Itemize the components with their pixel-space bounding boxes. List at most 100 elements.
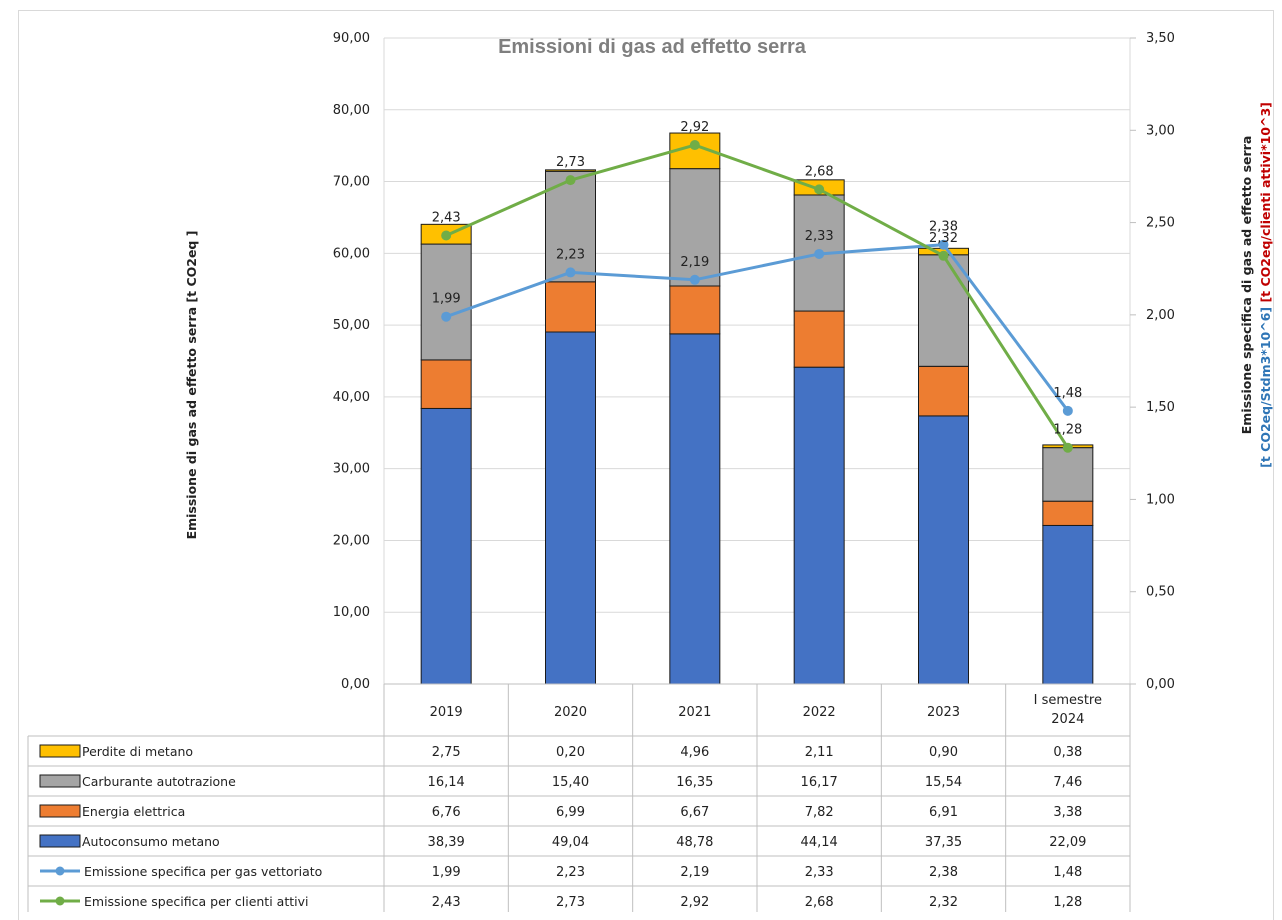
bar-segment	[793, 310, 845, 368]
table-cell: 2,43	[432, 895, 461, 910]
data-label: 2,92	[680, 120, 709, 135]
legend-label: Emissione specifica per clienti attivi	[84, 894, 308, 909]
series-point	[938, 250, 949, 261]
bar-segment	[669, 333, 721, 685]
y-tick-label: 50,00	[333, 318, 370, 333]
y2-tick-label: 1,00	[1146, 492, 1175, 507]
table-cell: 1,28	[1053, 895, 1082, 910]
table-cell: 15,54	[925, 775, 962, 790]
y2-axis-label-blue: [t CO2eq/Stdm3*10^6]	[1258, 307, 1273, 468]
y-tick-label: 10,00	[333, 605, 370, 620]
table-cell: 7,46	[1053, 775, 1082, 790]
legend-label: Carburante autotrazione	[82, 774, 236, 789]
bar-segment	[420, 407, 472, 685]
bar-segment	[545, 281, 596, 333]
bar-segment	[1042, 524, 1094, 685]
y2-tick-label: 3,00	[1146, 123, 1175, 138]
x-tick-label: 2019	[430, 705, 463, 720]
legend-swatch	[39, 774, 81, 788]
y2-tick-label: 2,50	[1146, 216, 1175, 231]
y-tick-label: 30,00	[333, 462, 370, 477]
y-tick-label: 90,00	[333, 31, 370, 46]
table-cell: 15,40	[552, 775, 589, 790]
x-tick-label: 2023	[927, 705, 960, 720]
table-cell: 0,90	[929, 745, 958, 760]
data-label: 2,68	[805, 164, 834, 179]
table-cell: 2,23	[556, 865, 585, 880]
bar-segment	[545, 169, 596, 172]
series-point	[441, 311, 452, 322]
x-tick-label: 2021	[678, 705, 711, 720]
series-point	[565, 267, 576, 278]
y2-tick-label: 1,50	[1146, 400, 1175, 415]
y-tick-label: 60,00	[333, 246, 370, 261]
data-label: 2,43	[432, 210, 461, 225]
table-cell: 3,38	[1053, 805, 1082, 820]
legend-marker	[55, 896, 65, 906]
data-label: 2,32	[929, 231, 958, 246]
table-cell: 2,33	[805, 865, 834, 880]
data-label: 2,19	[680, 255, 709, 270]
data-label: 1,28	[1053, 423, 1082, 438]
series-point	[1062, 442, 1073, 453]
table-cell: 0,20	[556, 745, 585, 760]
table-cell: 37,35	[925, 835, 962, 850]
series-line	[445, 143, 1070, 449]
legend-label: Autoconsumo metano	[82, 834, 220, 849]
series-point	[689, 140, 700, 151]
table-cell: 2,11	[805, 745, 834, 760]
bar-segment	[918, 365, 969, 417]
y-tick-label: 40,00	[333, 390, 370, 405]
x-tick-label: 2020	[554, 705, 587, 720]
table-cell: 6,76	[432, 805, 461, 820]
table-cell: 2,19	[680, 865, 709, 880]
y2-axis-label-red: [t CO2eq/clienti attivi*10^3]	[1258, 102, 1273, 302]
series-point	[441, 230, 452, 241]
table-cell: 1,48	[1053, 865, 1082, 880]
legend-label: Emissione specifica per gas vettoriato	[84, 864, 322, 879]
bar-segment	[669, 168, 721, 287]
data-label: 2,38	[929, 220, 958, 235]
table-cell: 6,91	[929, 805, 958, 820]
svg-text:[t CO2eq/Stdm3*10^6]: [t CO2eq/Stdm3*10^6] [t CO2eq/clienti at…	[1258, 102, 1273, 468]
bar-segment	[918, 254, 969, 367]
bar-segment	[545, 170, 596, 283]
table-cell: 22,09	[1049, 835, 1086, 850]
series-point	[814, 184, 825, 195]
series-line	[445, 243, 1070, 412]
x-tick-label: I semestre 2024	[1034, 693, 1102, 727]
series-point	[938, 239, 949, 250]
table-cell: 16,17	[801, 775, 838, 790]
y-tick-label: 70,00	[333, 175, 370, 190]
table-cell: 2,92	[680, 895, 709, 910]
table-cell: 16,14	[428, 775, 465, 790]
table-cell: 44,14	[801, 835, 838, 850]
data-label: 1,48	[1053, 386, 1082, 401]
table-cell: 1,99	[432, 865, 461, 880]
series-point	[1062, 405, 1073, 416]
y2-tick-label: 2,00	[1146, 308, 1175, 323]
x-tick-label: 2022	[803, 705, 836, 720]
bar-segment	[669, 285, 721, 335]
legend-marker	[55, 866, 65, 876]
bar-segment	[793, 366, 845, 685]
series-point	[689, 274, 700, 285]
data-label: 2,73	[556, 155, 585, 170]
y2-axis-label: Emissione specifica di gas ad effetto se…	[1239, 136, 1254, 435]
bar-segment	[420, 243, 472, 361]
table-cell: 7,82	[805, 805, 834, 820]
legend-swatch	[39, 744, 81, 758]
table-cell: 2,68	[805, 895, 834, 910]
y-axis-label: Emissione di gas ad effetto serra [t CO2…	[184, 231, 199, 540]
legend-swatch	[39, 834, 81, 848]
bar-segment	[1042, 500, 1094, 526]
y-tick-label: 20,00	[333, 533, 370, 548]
y2-tick-label: 3,50	[1146, 31, 1175, 46]
table-cell: 16,35	[676, 775, 713, 790]
y2-tick-label: 0,00	[1146, 677, 1175, 692]
legend-label: Perdite di metano	[82, 744, 193, 759]
table-cell: 4,96	[680, 745, 709, 760]
series-point	[814, 248, 825, 259]
bar-segment	[545, 331, 596, 685]
